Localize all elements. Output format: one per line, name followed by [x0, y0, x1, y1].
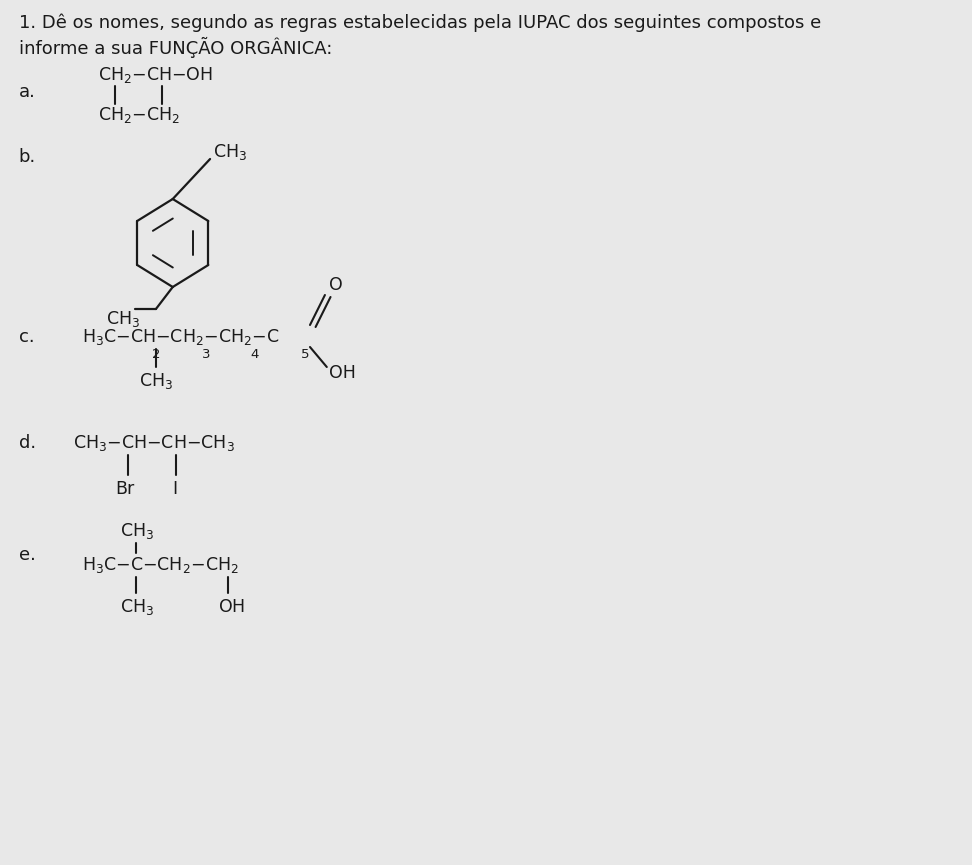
Text: $\mathregular{CH_2{-}CH_2}$: $\mathregular{CH_2{-}CH_2}$ — [98, 105, 180, 125]
Text: $\mathregular{CH_3}$: $\mathregular{CH_3}$ — [139, 371, 173, 391]
Text: 2: 2 — [153, 349, 160, 362]
Text: Br: Br — [115, 480, 134, 498]
Text: 1. Dê os nomes, segundo as regras estabelecidas pela IUPAC dos seguintes compost: 1. Dê os nomes, segundo as regras estabe… — [18, 14, 821, 32]
Text: $\mathregular{CH_3{-}CH{-}CH{-}CH_3}$: $\mathregular{CH_3{-}CH{-}CH{-}CH_3}$ — [73, 433, 234, 453]
Text: $\mathregular{OH}$: $\mathregular{OH}$ — [219, 598, 246, 616]
Text: OH: OH — [329, 364, 356, 382]
Text: 4: 4 — [250, 349, 259, 362]
Text: $\mathregular{CH_3}$: $\mathregular{CH_3}$ — [120, 597, 154, 617]
Text: a.: a. — [18, 83, 36, 101]
Text: $\mathregular{CH_3}$: $\mathregular{CH_3}$ — [213, 142, 247, 162]
Text: $\mathregular{H_3C{-}CH{-}CH_2{-}CH_2{-}C}$: $\mathregular{H_3C{-}CH{-}CH_2{-}CH_2{-}… — [83, 327, 280, 347]
Text: $\mathregular{CH_3}$: $\mathregular{CH_3}$ — [120, 521, 154, 541]
Text: $\mathregular{CH_3}$: $\mathregular{CH_3}$ — [106, 309, 140, 329]
Text: e.: e. — [18, 546, 36, 564]
Text: d.: d. — [18, 434, 36, 452]
Text: 5: 5 — [300, 349, 309, 362]
Text: b.: b. — [18, 148, 36, 166]
Text: $\mathregular{CH_2{-}CH{-}OH}$: $\mathregular{CH_2{-}CH{-}OH}$ — [98, 65, 213, 85]
Text: informe a sua FUNÇÃO ORGÂNICA:: informe a sua FUNÇÃO ORGÂNICA: — [18, 36, 332, 58]
Text: $\mathregular{H_3C{-}C{-}CH_2{-}CH_2}$: $\mathregular{H_3C{-}C{-}CH_2{-}CH_2}$ — [83, 555, 239, 575]
Text: I: I — [172, 480, 177, 498]
Text: 3: 3 — [201, 349, 210, 362]
Text: O: O — [329, 276, 342, 294]
Text: c.: c. — [18, 328, 34, 346]
